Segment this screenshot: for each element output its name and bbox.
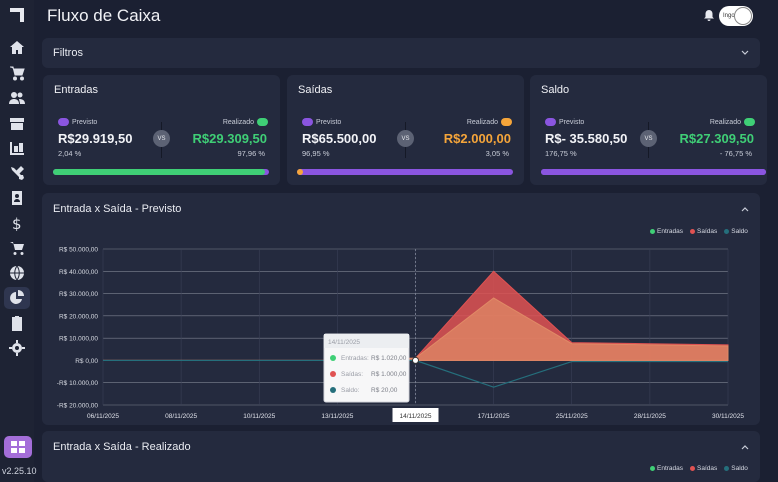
globe-icon[interactable] [4,262,30,284]
app-switch-button[interactable] [4,436,32,458]
realizado-label: Realizado [223,118,268,126]
legend-item[interactable]: Saldo [724,228,748,235]
progress-fill-2 [541,169,766,175]
realizado-value: R$29.309,50 [192,131,267,146]
summary-card-0: Entradas Previsto R$29.919,50 2,04 % VS … [43,75,280,185]
user-name: Ingor [723,13,737,19]
gear-icon[interactable] [4,337,30,359]
users-icon[interactable] [4,87,30,109]
chart-previsto-panel: Entrada x Saída - Previsto Entradas Saída… [42,193,760,425]
chart-realizado-legend: Entradas Saídas Saldo [650,465,748,472]
legend-swatch [690,229,696,234]
trend-icon [744,118,755,126]
realizado-pct: 3,05 % [485,149,509,158]
previsto-label-text: Previsto [72,118,98,126]
dollar-icon[interactable]: $ [4,212,30,234]
legend-swatch [650,466,655,471]
bell-icon[interactable] [703,9,715,21]
vs-badge: VS [397,130,414,147]
summary-card-2: Saldo Previsto R$- 35.580,50 176,75 % VS… [530,75,767,185]
previsto-label-text: Previsto [559,118,585,126]
legend-label: Entradas [657,465,684,472]
chevron-up-icon[interactable] [741,206,749,212]
realizado-value: R$2.000,00 [443,131,511,146]
previsto-value: R$- 35.580,50 [545,131,628,146]
trend-icon [302,118,313,126]
progress-fill-1 [297,169,304,175]
vs-badge: VS [640,130,657,147]
realizado-label: Realizado [467,118,512,126]
legend-item[interactable]: Saldo [724,465,748,472]
chart-previsto-legend: Entradas Saídas Saldo [650,228,748,235]
legend-swatch [724,229,730,234]
legend-label: Saldo [731,228,748,235]
cart-add-icon[interactable] [4,237,30,259]
card-title: Entradas [54,84,99,96]
previsto-value: R$29.919,50 [58,131,133,146]
legend-label: Saldo [731,465,748,472]
legend-item[interactable]: Entradas [650,228,683,235]
realizado-label-text: Realizado [709,118,741,126]
legend-label: Entradas [657,228,684,235]
realizado-value: R$27.309,50 [679,131,754,146]
filters-panel[interactable]: Filtros [42,38,760,68]
trend-icon [501,118,512,126]
legend-item[interactable]: Saídas [690,465,717,472]
vs-badge: VS [153,130,170,147]
legend-item[interactable]: Saídas [690,228,717,235]
legend-item[interactable]: Entradas [650,465,683,472]
previsto-pct: 2,04 % [58,149,82,158]
contacts-icon[interactable] [4,187,30,209]
chart-realizado-panel: Entrada x Saída - Realizado Entradas Saíd… [42,431,760,482]
legend-swatch [650,229,655,234]
card-title: Saídas [298,84,333,96]
chart-previsto-title: Entrada x Saída - Previsto [53,203,182,215]
version-label: v2.25.10 [2,466,37,476]
summary-card-1: Saídas Previsto R$65.500,00 96,95 % VS R… [287,75,524,185]
logo-icon[interactable] [8,6,26,24]
legend-swatch [690,466,696,471]
legend-label: Saídas [697,228,718,235]
home-icon[interactable] [4,37,30,59]
progress-bar-1 [297,169,513,175]
previsto-pct: 176,75 % [545,149,577,158]
chart-realizado-title: Entrada x Saída - Realizado [53,441,191,453]
cart-icon[interactable] [4,62,30,84]
trend-icon [58,118,69,126]
box-icon[interactable] [4,112,30,134]
card-title: Saldo [541,84,570,96]
previsto-label: Previsto [545,118,584,126]
realizado-label-text: Realizado [466,118,498,126]
clipboard-icon[interactable] [4,312,30,334]
realizado-pct: - 76,75 % [719,149,752,158]
page-title: Fluxo de Caixa [47,6,161,25]
inventory-icon[interactable] [4,137,30,159]
legend-swatch [724,466,730,471]
legend-label: Saídas [697,465,718,472]
progress-fill-0 [53,169,265,175]
realizado-pct: 97,96 % [237,149,265,158]
trend-icon [257,118,268,126]
previsto-label-text: Previsto [316,118,342,126]
pie-chart-icon[interactable] [4,287,30,309]
avatar [734,7,752,25]
previsto-label: Previsto [302,118,341,126]
svg-text:$: $ [12,215,22,231]
sidebar: $ v2.25.10 [0,0,37,482]
tools-icon[interactable] [4,162,30,184]
chevron-down-icon[interactable] [741,50,749,56]
trend-icon [545,118,556,126]
user-menu[interactable]: Ingor [719,6,753,26]
previsto-label: Previsto [58,118,97,126]
previsto-value: R$65.500,00 [302,131,377,146]
realizado-label-text: Realizado [222,118,254,126]
realizado-label: Realizado [710,118,755,126]
chevron-up-icon[interactable] [741,444,749,450]
previsto-pct: 96,95 % [302,149,330,158]
filters-title: Filtros [53,47,83,59]
